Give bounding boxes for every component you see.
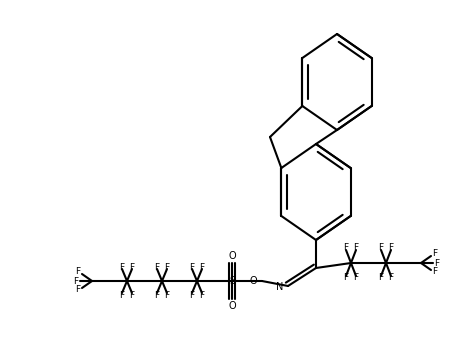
Text: F: F xyxy=(75,285,80,295)
Text: F: F xyxy=(378,274,383,283)
Text: F: F xyxy=(432,250,438,258)
Text: O: O xyxy=(249,276,257,286)
Text: F: F xyxy=(432,268,438,277)
Text: O: O xyxy=(228,301,236,311)
Text: F: F xyxy=(120,263,125,271)
Text: F: F xyxy=(129,263,134,271)
Text: F: F xyxy=(120,290,125,300)
Text: F: F xyxy=(154,263,159,271)
Text: F: F xyxy=(154,290,159,300)
Text: O: O xyxy=(228,251,236,261)
Text: F: F xyxy=(73,277,79,285)
Text: N: N xyxy=(276,282,283,292)
Text: F: F xyxy=(353,274,359,283)
Text: F: F xyxy=(353,244,359,252)
Text: F: F xyxy=(434,258,439,268)
Text: F: F xyxy=(200,263,205,271)
Text: F: F xyxy=(129,290,134,300)
Text: F: F xyxy=(200,290,205,300)
Text: F: F xyxy=(189,290,195,300)
Text: F: F xyxy=(378,244,383,252)
Text: F: F xyxy=(75,268,80,277)
Text: F: F xyxy=(389,274,394,283)
Text: F: F xyxy=(189,263,195,271)
Text: F: F xyxy=(164,263,170,271)
Text: F: F xyxy=(343,274,348,283)
Text: F: F xyxy=(164,290,170,300)
Text: S: S xyxy=(229,276,235,286)
Text: F: F xyxy=(343,244,348,252)
Text: F: F xyxy=(389,244,394,252)
